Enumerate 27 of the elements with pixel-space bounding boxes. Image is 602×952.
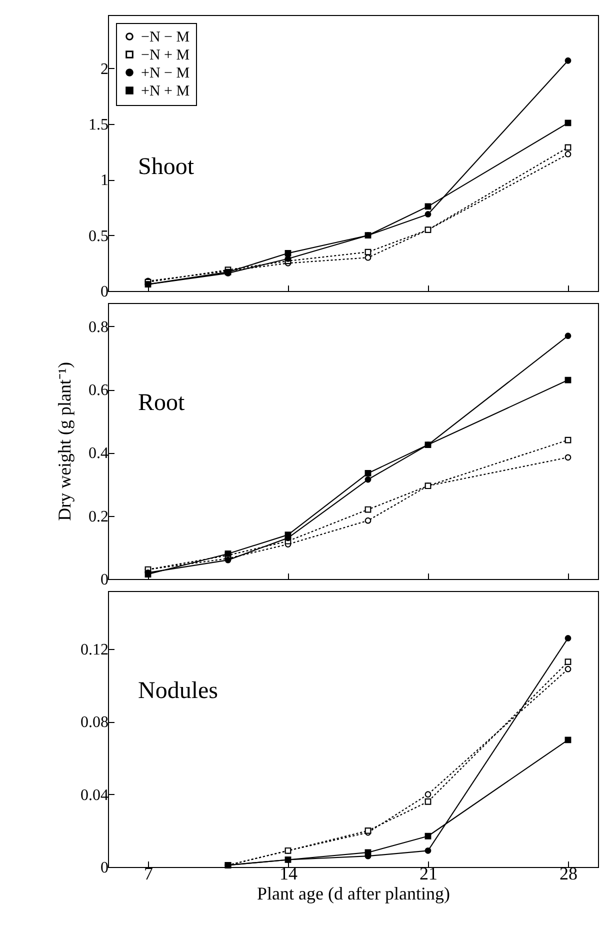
y-tick-label: 0.8 <box>88 318 108 336</box>
y-tick-label: 0.12 <box>80 642 108 659</box>
y-tick-label: 0.04 <box>80 786 108 804</box>
y-tick-label: 0.5 <box>88 228 108 245</box>
annotation: Nodules <box>138 678 218 704</box>
legend-label: +N + M <box>141 84 190 100</box>
x-tick-label: 28 <box>560 864 578 884</box>
x-tick-label: 7 <box>144 864 153 884</box>
y-tick-label: 0 <box>100 284 108 300</box>
legend-label: +N − M <box>141 66 190 82</box>
y-tick-label: 2 <box>100 60 108 78</box>
y-tick-label: 0.08 <box>80 714 108 732</box>
y-tick-label: 0.2 <box>88 508 108 526</box>
y-tick-label: 1.5 <box>88 116 108 134</box>
annotation: Shoot <box>138 154 194 180</box>
y-tick-label: 0 <box>100 860 108 876</box>
x-tick-label: 21 <box>420 864 438 884</box>
y-tick-label: 0.6 <box>88 382 108 400</box>
y-tick-label: 1 <box>100 172 108 190</box>
legend-label: −N + M <box>141 48 190 64</box>
y-tick-label: 0 <box>100 572 108 588</box>
y-axis-title: Dry weight (g plant⁻¹) <box>54 362 74 521</box>
annotation: Root <box>138 390 186 416</box>
x-tick-label: 14 <box>280 864 298 884</box>
x-axis-title: Plant age (d after planting) <box>257 884 450 904</box>
legend-label: −N − M <box>141 30 190 46</box>
y-tick-label: 0.4 <box>88 445 108 462</box>
